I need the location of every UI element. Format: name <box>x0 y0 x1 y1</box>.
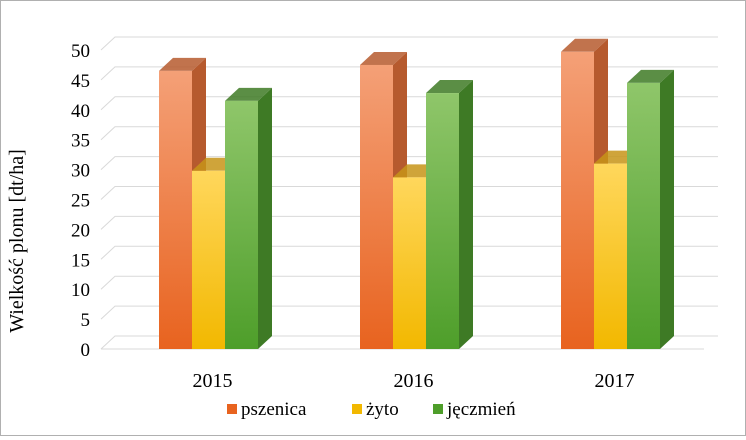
bar-side <box>660 69 674 349</box>
legend-item-pszenica: pszenica <box>227 399 307 420</box>
y-tick-label: 25 <box>71 191 90 212</box>
bar-front <box>159 70 192 350</box>
bar-jęczmień-2017 <box>627 69 674 349</box>
y-tick-label: 20 <box>71 220 90 241</box>
bar-front <box>360 64 393 349</box>
bar-front <box>225 100 258 349</box>
bar-side <box>459 80 473 349</box>
bar-top <box>426 80 473 94</box>
y-tick-label: 35 <box>71 131 90 152</box>
bar-front <box>594 163 627 349</box>
legend: pszenica żyto jęczmień <box>227 399 516 420</box>
bar-front <box>561 51 594 349</box>
legend-item-żyto: żyto <box>352 399 399 420</box>
legend-label: pszenica <box>241 399 307 420</box>
gridline <box>100 66 718 81</box>
bar-side <box>258 87 272 349</box>
bar-front <box>426 93 459 349</box>
bar-top <box>159 57 206 71</box>
legend-item-jęczmień: jęczmień <box>433 399 516 420</box>
y-tick-label: 45 <box>71 71 90 92</box>
bar-top <box>225 87 272 101</box>
bar-front <box>192 170 225 349</box>
bar-top <box>360 51 407 65</box>
y-axis-ticks: 0 5 10 15 20 25 30 35 40 45 50 <box>71 41 90 361</box>
bars <box>159 38 674 350</box>
gridline <box>100 186 718 200</box>
gridline <box>100 245 718 260</box>
y-tick-label: 5 <box>81 310 91 331</box>
x-tick-label: 2015 <box>193 370 233 392</box>
legend-swatch <box>352 404 362 414</box>
bar-jęczmień-2015 <box>225 87 272 349</box>
gridline <box>100 96 718 111</box>
gridline <box>100 156 718 170</box>
legend-label: żyto <box>366 399 399 420</box>
y-tick-label: 0 <box>81 340 91 361</box>
legend-swatch <box>433 404 443 414</box>
x-axis-ticks: 2015 2016 2017 <box>193 370 635 392</box>
bar-front <box>627 82 660 349</box>
bar-jęczmień-2016 <box>426 80 473 349</box>
x-tick-label: 2017 <box>595 370 635 392</box>
bar-front <box>393 177 426 349</box>
legend-label: jęczmień <box>446 399 516 420</box>
y-tick-label: 50 <box>71 41 90 62</box>
gridline <box>100 126 718 141</box>
bar-top <box>561 38 608 52</box>
y-tick-label: 40 <box>71 101 90 122</box>
gridline <box>100 335 718 350</box>
bar-top <box>627 69 674 83</box>
y-axis-label: Wielkość plonu [dt/ha] <box>6 149 28 333</box>
y-tick-label: 15 <box>71 250 90 271</box>
legend-swatch <box>227 404 237 414</box>
gridline <box>100 275 718 290</box>
y-tick-label: 10 <box>71 280 90 301</box>
gridline <box>100 215 718 230</box>
gridline <box>100 36 718 51</box>
gridline <box>100 305 718 320</box>
x-tick-label: 2016 <box>394 370 434 392</box>
y-tick-label: 30 <box>71 161 90 182</box>
